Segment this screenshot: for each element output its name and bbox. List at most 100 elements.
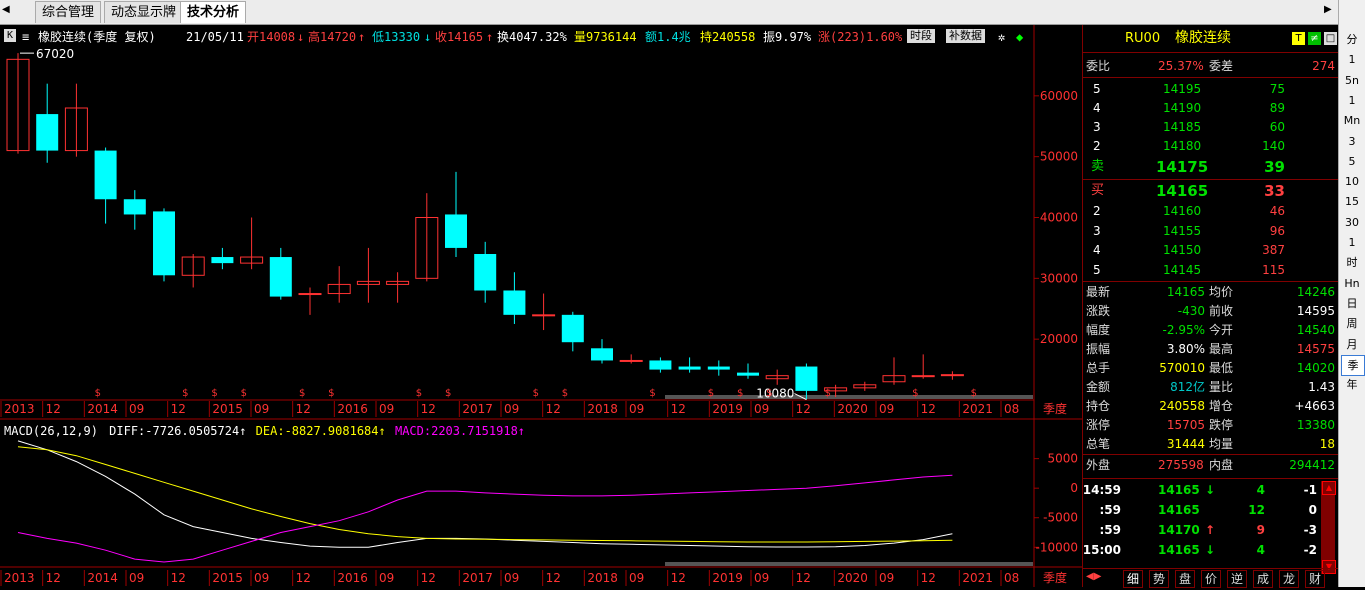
- tab-scroll-left-icon[interactable]: ◀: [2, 4, 10, 15]
- sell-level-row: 2 14180 140: [1083, 137, 1339, 156]
- tick-oi-change: -1: [1303, 483, 1317, 497]
- candle-body[interactable]: [591, 348, 613, 361]
- ex-rights-marker: $: [971, 388, 977, 399]
- period-button-13[interactable]: 日: [1346, 296, 1358, 310]
- tick-row[interactable]: :59 14170 ↑ 9 -3: [1083, 521, 1321, 540]
- t-icon[interactable]: T: [1292, 32, 1305, 45]
- panel-tab-5[interactable]: 成: [1253, 570, 1274, 588]
- date-axis-label: 12: [796, 402, 811, 416]
- expand-icon[interactable]: □: [1324, 32, 1337, 45]
- diamond-icon[interactable]: ◆: [1016, 30, 1024, 44]
- candle-body[interactable]: [561, 314, 584, 343]
- candle-body[interactable]: [123, 199, 146, 215]
- k-button[interactable]: K: [4, 29, 16, 42]
- candle-body[interactable]: [240, 256, 264, 264]
- candle-body[interactable]: [737, 372, 759, 376]
- period-button-7[interactable]: 10: [1345, 175, 1359, 189]
- candle-body[interactable]: [153, 211, 175, 276]
- period-button-5[interactable]: 3: [1348, 134, 1356, 148]
- candle-body[interactable]: [678, 366, 701, 370]
- kline-scroll-bar[interactable]: [665, 395, 1033, 399]
- tab-dynamic-board[interactable]: 动态显示牌: [104, 1, 184, 23]
- period-button-12[interactable]: Hn: [1344, 276, 1360, 290]
- tick-scroll-down-icon[interactable]: ▼: [1322, 560, 1336, 574]
- candle-body[interactable]: [181, 256, 205, 276]
- panel-tab-0[interactable]: 细: [1123, 570, 1144, 588]
- tab-technical-analysis[interactable]: 技术分析: [180, 1, 247, 23]
- candle-body[interactable]: [269, 257, 292, 297]
- period-button-4[interactable]: Mn: [1343, 114, 1361, 128]
- period-button-3[interactable]: 1: [1348, 93, 1356, 107]
- tick-row[interactable]: :59 14165 12 0: [1083, 501, 1321, 520]
- macd-scroll-bar[interactable]: [665, 562, 1033, 566]
- settings-icon[interactable]: ✲: [998, 30, 1006, 44]
- date-axis-label: 12: [421, 402, 436, 416]
- candle-body[interactable]: [824, 387, 848, 392]
- stat-label: 均量: [1209, 437, 1234, 451]
- candle-body[interactable]: [795, 366, 818, 391]
- period-button-17[interactable]: 年: [1346, 378, 1358, 392]
- f-icon[interactable]: ≠: [1308, 32, 1321, 45]
- stat-value: 14540: [1296, 323, 1335, 337]
- panel-tab-4[interactable]: 逆: [1227, 570, 1248, 588]
- candle-body[interactable]: [649, 360, 672, 370]
- candle-body[interactable]: [445, 214, 467, 248]
- sell1-volume: 39: [1264, 158, 1285, 176]
- tick-row[interactable]: 15:00 14165 ↓ 4 -2: [1083, 541, 1321, 560]
- candle-body[interactable]: [882, 375, 906, 383]
- menu-icon[interactable]: ≡: [22, 30, 30, 44]
- candle-body[interactable]: [64, 107, 88, 152]
- panel-tab-1[interactable]: 势: [1149, 570, 1170, 588]
- candle-body[interactable]: [532, 314, 556, 317]
- panel-tab-6[interactable]: 龙: [1279, 570, 1300, 588]
- panel-tab-2[interactable]: 盘: [1175, 570, 1196, 588]
- period-button-15[interactable]: 月: [1346, 337, 1358, 351]
- period-button-1[interactable]: 1: [1348, 53, 1356, 67]
- candle-body[interactable]: [940, 374, 964, 377]
- candle-body[interactable]: [707, 366, 730, 370]
- candle-body[interactable]: [474, 254, 497, 291]
- candle-body[interactable]: [36, 114, 59, 151]
- period-button-2[interactable]: 5n: [1345, 73, 1359, 87]
- candle-body[interactable]: [356, 280, 380, 285]
- period-button-8[interactable]: 15: [1345, 195, 1359, 209]
- candle-body[interactable]: [6, 58, 30, 152]
- candle-body[interactable]: [211, 257, 234, 264]
- candle-body[interactable]: [765, 375, 789, 380]
- candle-body[interactable]: [911, 375, 935, 378]
- tab-general[interactable]: 综合管理: [35, 1, 102, 23]
- period-button-10[interactable]: 1: [1348, 236, 1356, 249]
- candle-body[interactable]: [386, 280, 410, 285]
- tick-scroll-up-icon[interactable]: ▲: [1322, 481, 1336, 495]
- candle-body[interactable]: [503, 290, 526, 315]
- period-button-14[interactable]: 周: [1346, 317, 1358, 331]
- tab-scroll-right-icon[interactable]: ▶: [1324, 4, 1332, 15]
- candle-body[interactable]: [619, 359, 643, 362]
- stat-label: 跌停: [1209, 418, 1234, 432]
- period-button-11[interactable]: 时: [1346, 256, 1358, 270]
- time-segment-button[interactable]: 时段: [907, 29, 935, 43]
- level-volume: 89: [1269, 101, 1285, 115]
- fill-data-button[interactable]: 补数据: [946, 29, 985, 43]
- tick-row[interactable]: 14:59 14165 ↓ 4 -1: [1083, 481, 1321, 500]
- candle-body[interactable]: [298, 293, 322, 296]
- macd-axis-label: -10000: [1035, 540, 1078, 554]
- candle-body[interactable]: [94, 150, 117, 200]
- bottom-tab-arrows-icon[interactable]: ◀▶: [1086, 571, 1102, 582]
- period-button-6[interactable]: 5: [1348, 154, 1356, 168]
- tick-scrollbar[interactable]: ▲ ▼: [1321, 481, 1336, 574]
- macd-axis-label: 0: [1070, 481, 1078, 495]
- buy1-volume: 33: [1264, 182, 1285, 200]
- ex-rights-marker: $: [533, 388, 539, 399]
- panel-tab-3[interactable]: 价: [1201, 570, 1222, 588]
- candle-body[interactable]: [327, 283, 351, 295]
- period-button-0[interactable]: 分: [1346, 33, 1358, 46]
- candle-body[interactable]: [853, 384, 877, 389]
- candle-body[interactable]: [415, 217, 439, 279]
- chart-area[interactable]: 20000 30000 40000 50000 60000 67020 10080 $ $ $ $ $…: [0, 25, 1082, 587]
- period-button-16[interactable]: 季: [1341, 354, 1365, 376]
- tick-list[interactable]: 14:59 14165 ↓ 4 -1:59 14165 12 0:59 14170 ↑ 9 -3 15:…: [1083, 481, 1321, 561]
- period-button-9[interactable]: 30: [1345, 215, 1359, 229]
- panel-tab-7[interactable]: 财: [1305, 570, 1326, 588]
